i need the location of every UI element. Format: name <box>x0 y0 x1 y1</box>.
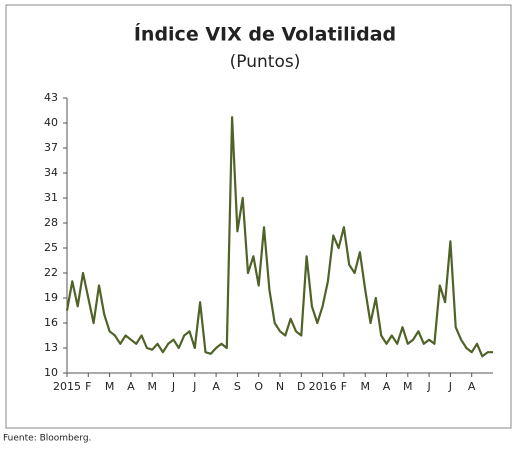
x-tick-label: 2016 <box>309 380 337 393</box>
x-tick-label: 2015 <box>53 380 81 393</box>
x-tick-label: J <box>426 380 430 393</box>
y-tick-label: 22 <box>44 266 58 279</box>
chart-subtitle: (Puntos) <box>230 52 301 72</box>
y-tick-label: 37 <box>44 141 58 154</box>
x-tick-label: A <box>468 380 476 393</box>
x-tick-label: F <box>341 380 347 393</box>
x-tick-label: O <box>254 380 263 393</box>
y-tick-label: 34 <box>44 166 58 179</box>
y-tick-label: 43 <box>44 91 58 104</box>
y-tick-label: 19 <box>44 291 58 304</box>
x-tick-label: J <box>448 380 452 393</box>
y-tick-label: 25 <box>44 241 58 254</box>
x-tick-label: S <box>234 380 241 393</box>
x-tick-label: D <box>297 380 305 393</box>
y-tick-label: 28 <box>44 216 58 229</box>
x-tick-label: M <box>403 380 413 393</box>
y-tick-label: 40 <box>44 116 58 129</box>
x-tick-label: M <box>105 380 115 393</box>
x-tick-label: J <box>171 380 175 393</box>
chart-title: Índice VIX de Volatilidad <box>134 23 396 46</box>
x-tick-label: N <box>276 380 284 393</box>
y-tick-label: 31 <box>44 191 58 204</box>
x-tick-label: A <box>383 380 391 393</box>
data-line <box>65 116 493 358</box>
y-tick-label: 16 <box>44 316 58 329</box>
x-tick-label: F <box>85 380 91 393</box>
y-tick-label: 13 <box>44 341 58 354</box>
x-tick-label: M <box>360 380 370 393</box>
x-tick-label: J <box>192 380 196 393</box>
source-note: Fuente: Bloomberg. <box>3 434 91 444</box>
x-tick-label: A <box>212 380 220 393</box>
x-tick-label: M <box>147 380 157 393</box>
y-tick-label: 10 <box>44 366 58 379</box>
x-tick-label: A <box>127 380 135 393</box>
frame <box>5 4 512 429</box>
